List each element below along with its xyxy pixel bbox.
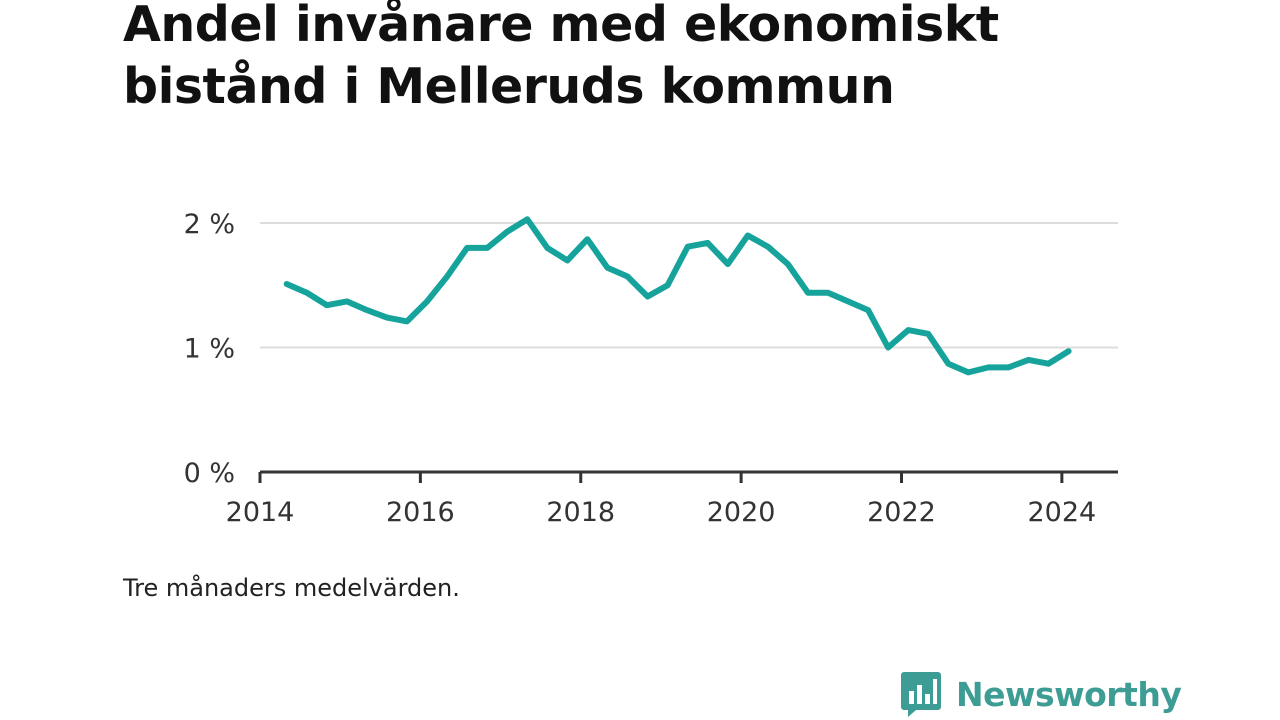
x-tick-label: 2022 <box>867 497 936 528</box>
brand-name: Newsworthy <box>956 674 1182 714</box>
x-tick-label: 2024 <box>1028 497 1097 528</box>
series-layer <box>283 216 1072 376</box>
y-tick-label: 2 % <box>184 209 235 240</box>
gridlines <box>260 222 1118 349</box>
x-tick-label: 2016 <box>386 497 455 528</box>
x-tick-label: 2014 <box>226 497 295 528</box>
chart-note: Tre månaders medelvärden. <box>123 574 460 602</box>
x-tick-label: 2020 <box>707 497 776 528</box>
line-chart: 0 % 1 % 2 % 2014 2016 2018 2020 2022 2024 <box>184 209 1118 528</box>
y-tick-label: 0 % <box>184 458 235 489</box>
x-axis: 2014 2016 2018 2020 2022 2024 <box>226 470 1118 528</box>
chart-title: Andel invånare med ekonomiskt bistånd i … <box>123 0 999 115</box>
bar-chart-speech-bubble-icon <box>901 672 941 717</box>
y-axis-tick-labels: 0 % 1 % 2 % <box>184 209 235 489</box>
x-tick-label: 2018 <box>546 497 615 528</box>
newsworthy-logo: Newsworthy <box>900 670 1182 718</box>
y-tick-label: 1 % <box>184 334 235 365</box>
series-line <box>283 216 1072 376</box>
